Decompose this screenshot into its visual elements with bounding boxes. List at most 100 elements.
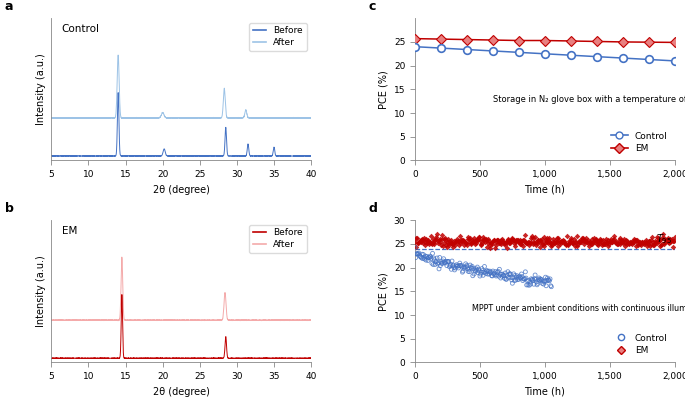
- Point: [593, 238, 604, 245]
- Point: [427, 236, 438, 242]
- Point: [464, 269, 475, 275]
- Point: [604, 238, 615, 245]
- Point: [563, 237, 574, 244]
- Point: [479, 263, 490, 270]
- Point: [531, 242, 542, 248]
- Point: [588, 239, 599, 245]
- Point: [605, 239, 616, 246]
- Point: [489, 272, 500, 278]
- Point: [447, 262, 458, 269]
- Point: [621, 237, 632, 244]
- Point: [427, 250, 438, 257]
- Point: [466, 237, 477, 243]
- Point: [549, 240, 560, 246]
- Point: [535, 244, 546, 251]
- Point: [586, 241, 597, 247]
- Point: [664, 236, 675, 243]
- Point: [485, 270, 496, 276]
- Point: [564, 239, 575, 245]
- Point: [544, 277, 555, 284]
- Point: [449, 264, 460, 271]
- Point: [525, 240, 536, 246]
- Point: [410, 254, 421, 261]
- Point: [625, 239, 636, 246]
- Point: [530, 276, 541, 283]
- Point: [432, 261, 443, 267]
- Point: [561, 241, 572, 247]
- Point: [467, 273, 478, 279]
- Point: [647, 234, 658, 241]
- Point: [652, 238, 663, 245]
- Point: [562, 233, 573, 240]
- Point: [523, 277, 534, 284]
- Point: [590, 236, 601, 242]
- Point: [419, 254, 429, 260]
- Point: [434, 266, 445, 272]
- Point: [648, 241, 659, 248]
- Point: [524, 242, 535, 249]
- Point: [512, 237, 523, 243]
- Point: [660, 238, 671, 245]
- Point: [425, 254, 436, 260]
- Point: [527, 277, 538, 284]
- Point: [425, 253, 436, 260]
- Point: [523, 281, 534, 288]
- Point: [449, 267, 460, 273]
- Point: [428, 255, 439, 261]
- Point: [414, 252, 425, 258]
- Point: [638, 239, 649, 246]
- Point: [520, 232, 531, 239]
- Point: [466, 263, 477, 270]
- Point: [518, 237, 529, 244]
- Legend: Before, After: Before, After: [249, 225, 307, 253]
- Point: [597, 241, 608, 248]
- Point: [481, 236, 492, 243]
- Point: [510, 272, 521, 279]
- Point: [546, 242, 557, 249]
- Point: [642, 239, 653, 246]
- Point: [536, 238, 547, 245]
- Point: [581, 235, 592, 241]
- Point: [667, 236, 677, 243]
- Point: [531, 279, 542, 285]
- Point: [444, 264, 455, 270]
- Point: [464, 236, 475, 242]
- Point: [472, 264, 483, 270]
- Point: [506, 277, 517, 283]
- Point: [467, 238, 478, 244]
- Point: [548, 239, 559, 246]
- Point: [450, 265, 461, 271]
- Point: [511, 274, 522, 281]
- Point: [627, 239, 638, 245]
- Point: [483, 268, 494, 275]
- Point: [489, 245, 500, 251]
- Legend: Control, EM: Control, EM: [608, 129, 670, 156]
- Point: [501, 276, 512, 282]
- Point: [651, 234, 662, 241]
- Legend: Control, EM: Control, EM: [611, 331, 670, 358]
- Point: [500, 270, 511, 276]
- Point: [534, 277, 545, 284]
- Point: [638, 241, 649, 248]
- Point: [545, 283, 556, 289]
- Point: [430, 236, 441, 243]
- Point: [564, 239, 575, 245]
- Point: [441, 243, 452, 250]
- Point: [435, 236, 446, 242]
- Point: [473, 233, 484, 240]
- Point: [552, 234, 563, 241]
- Point: [411, 251, 422, 257]
- Point: [657, 241, 668, 247]
- Point: [512, 237, 523, 243]
- Point: [419, 242, 430, 248]
- Point: [519, 276, 530, 282]
- Point: [601, 238, 612, 245]
- Point: [665, 237, 676, 244]
- Point: [575, 237, 586, 244]
- Point: [499, 242, 510, 248]
- Point: [545, 241, 556, 247]
- Point: [456, 262, 466, 269]
- Point: [555, 239, 566, 245]
- Point: [416, 255, 427, 261]
- Point: [418, 252, 429, 258]
